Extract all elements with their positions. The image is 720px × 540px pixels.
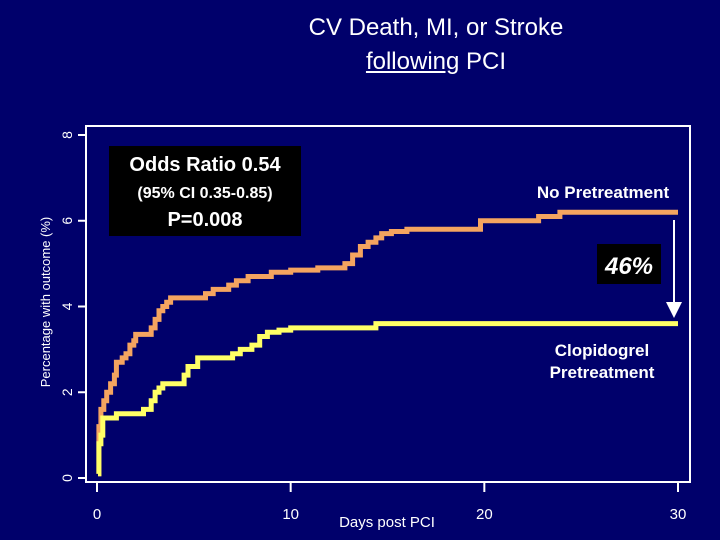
y-axis-ticks: 0 2 4 6 8 — [59, 131, 86, 482]
x-axis-ticks: 0 10 20 30 — [93, 482, 687, 523]
x-tick-label: 0 — [93, 506, 101, 523]
series-line-clopidogrel-pretreatment — [96, 321, 678, 477]
plot-frame — [85, 125, 691, 483]
series-layer — [96, 209, 678, 477]
plot-border — [85, 125, 691, 483]
legend-label-no-pretreatment: No Pretreatment — [537, 183, 670, 202]
y-axis-label: Percentage with outcome (%) — [38, 217, 53, 388]
legend-label-clopidogrel-line-1: Clopidogrel — [555, 341, 649, 360]
y-tick-label: 4 — [59, 302, 75, 310]
stats-box-p-value: P=0.008 — [167, 209, 242, 231]
reduction-badge-text: 46% — [604, 253, 653, 280]
y-tick-label: 6 — [59, 217, 75, 225]
down-arrow-icon — [666, 302, 682, 318]
x-tick-label: 30 — [670, 506, 687, 523]
x-tick-label: 10 — [282, 506, 299, 523]
stats-box-ci: (95% CI 0.35-0.85) — [137, 185, 272, 202]
series-line-no-pretreatment — [96, 209, 678, 477]
stats-box: Odds Ratio 0.54 (95% CI 0.35-0.85) P=0.0… — [109, 146, 301, 236]
stats-box-odds-ratio: Odds Ratio 0.54 — [129, 154, 281, 176]
slide-title-line-2: following PCI — [0, 48, 720, 76]
stats-box-background — [109, 146, 301, 236]
legend-label-clopidogrel-line-2: Pretreatment — [550, 363, 655, 382]
y-tick-label: 0 — [59, 474, 75, 482]
slide-title-line-1: CV Death, MI, or Stroke — [308, 14, 564, 41]
x-axis-label: Days post PCI — [339, 514, 435, 531]
reduction-badge-background — [597, 244, 661, 284]
slide-title-rest: PCI — [466, 48, 507, 75]
slide-title-underlined-word: following — [365, 48, 460, 75]
y-tick-label: 2 — [59, 388, 75, 396]
x-tick-label: 20 — [476, 506, 493, 523]
reduction-annotation: 46% — [597, 220, 682, 318]
y-tick-label: 8 — [59, 131, 75, 139]
